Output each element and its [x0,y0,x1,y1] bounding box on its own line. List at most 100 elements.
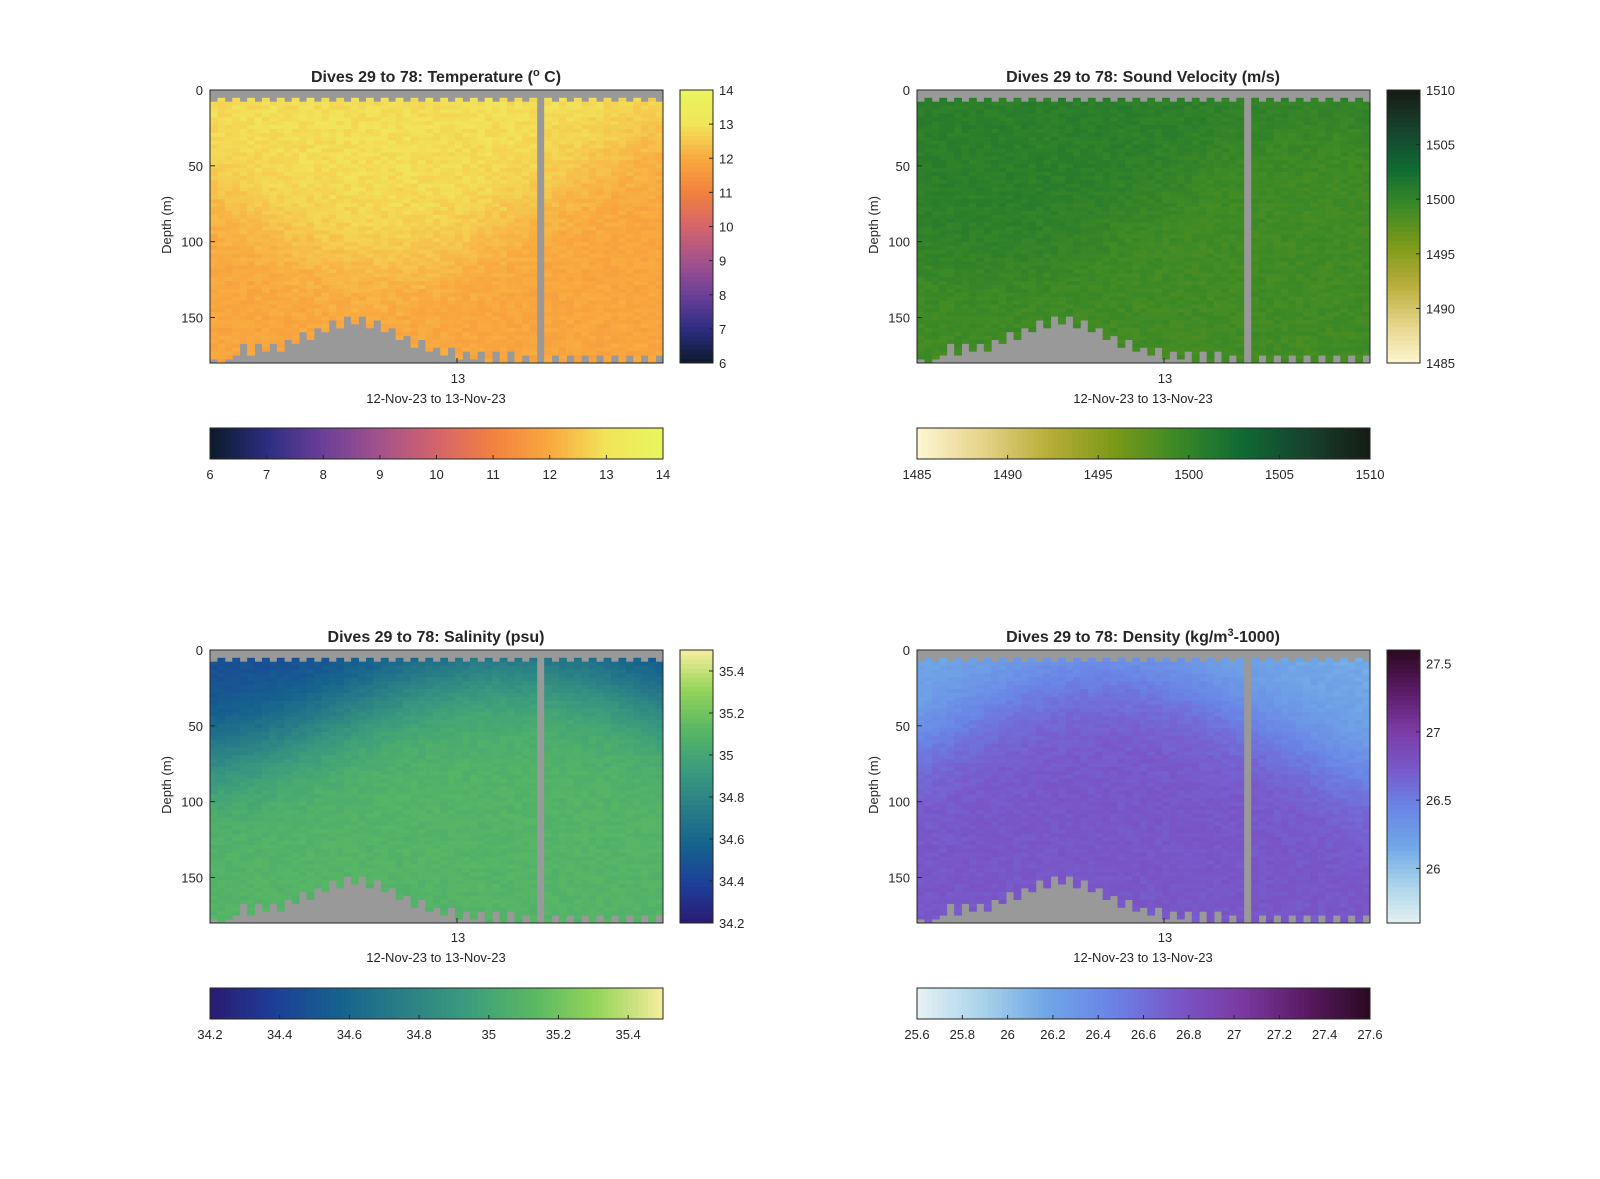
temperature-cell [284,125,293,130]
sound-velocity-cell [931,121,940,126]
sound-velocity-cell [976,121,985,126]
sound-velocity-cell [917,226,925,231]
temperature-cell [395,101,404,106]
sound-velocity-cell [998,191,1007,196]
sound-velocity-cell [1006,327,1014,333]
temperature-cell [648,203,656,208]
temperature-cell [477,343,486,348]
temperature-cell [611,171,619,177]
temperature-cell [276,148,285,153]
temperature-cell [328,265,337,270]
temperature-cell [588,191,597,196]
temperature-cell [254,226,263,231]
temperature-cell [462,175,471,181]
temperature-cell [217,148,226,153]
temperature-cell [640,288,649,294]
temperature-bottom-colorbar-label: 7 [263,467,270,482]
temperature-cell [269,156,278,161]
temperature-cell [544,164,553,169]
temperature-cell [633,97,642,103]
temperature-cell [232,164,241,169]
temperature-cell [306,292,315,298]
sound-velocity-cell [939,277,948,282]
temperature-cell [239,304,248,309]
temperature-cell [432,164,441,169]
sound-velocity-cell [939,171,948,177]
temperature-cell [573,230,582,235]
temperature-cell [529,359,538,364]
sound-velocity-cell [1006,296,1014,301]
temperature-cell [648,265,656,270]
sound-velocity-cell [939,246,948,251]
temperature-cell [492,304,501,309]
temperature-cell [373,312,382,317]
temperature-cell [410,281,419,286]
temperature-cell [388,285,397,290]
sound-velocity-cell [998,117,1007,122]
temperature-cell [603,171,612,177]
temperature-cell [581,187,590,192]
temperature-cell [410,312,419,317]
temperature-cell [640,191,649,196]
sound-velocity-cell [939,230,948,235]
sound-velocity-cell [991,288,1000,294]
temperature-cell [581,140,590,145]
temperature-cell [655,312,664,317]
temperature-cell [655,308,664,313]
temperature-cell [514,132,523,138]
temperature-cell [655,164,664,169]
temperature-cell [469,296,478,301]
temperature-cell [254,234,263,239]
temperature-cell [373,140,382,145]
temperature-cell [618,351,627,356]
sound-velocity-cell [1013,171,1022,177]
temperature-cell [432,253,441,259]
temperature-cell [529,292,538,298]
temperature-bottom-colorbar-swatch [250,428,256,459]
temperature-cell [492,140,501,145]
temperature-cell [210,136,218,142]
temperature-cell [395,187,404,192]
temperature-cell [299,152,307,157]
temperature-cell [373,125,382,130]
sound-velocity-cell [998,121,1007,126]
temperature-cell [276,210,285,216]
sound-velocity-cell [991,222,1000,227]
temperature-cell [462,136,471,142]
temperature-cell [417,183,426,188]
temperature-cell [588,324,597,329]
temperature-cell [566,339,575,344]
temperature-cell [336,312,345,317]
temperature-cell [507,296,515,301]
sound-velocity-cell [917,144,925,149]
temperature-cell [521,101,530,106]
temperature-cell [425,292,434,298]
sound-velocity-cell [1020,249,1029,255]
temperature-cell [306,156,315,161]
temperature-cell [373,136,382,142]
temperature-cell [358,210,367,216]
temperature-cell [499,265,508,270]
temperature-cell [477,214,486,220]
temperature-cell [210,331,218,337]
temperature-cell [618,105,627,110]
temperature-cell [395,136,404,142]
sound-velocity-cell [968,164,977,169]
sound-velocity-cell [946,285,955,290]
sound-velocity-cell [917,308,925,313]
sound-velocity-cell [924,117,933,122]
temperature-cell [484,183,493,188]
temperature-cell [618,347,627,352]
temperature-cell [514,273,523,278]
temperature-cell [232,312,241,317]
temperature-cell [373,292,382,298]
temperature-cell [210,312,218,317]
temperature-cell [514,183,523,188]
temperature-cell [321,222,330,227]
temperature-bottom-colorbar-swatch [642,428,649,459]
temperature-cell [313,300,322,305]
sound-velocity-cell [924,214,933,220]
temperature-cell [388,113,397,118]
temperature-cell [625,132,634,138]
temperature-cell [492,125,501,130]
